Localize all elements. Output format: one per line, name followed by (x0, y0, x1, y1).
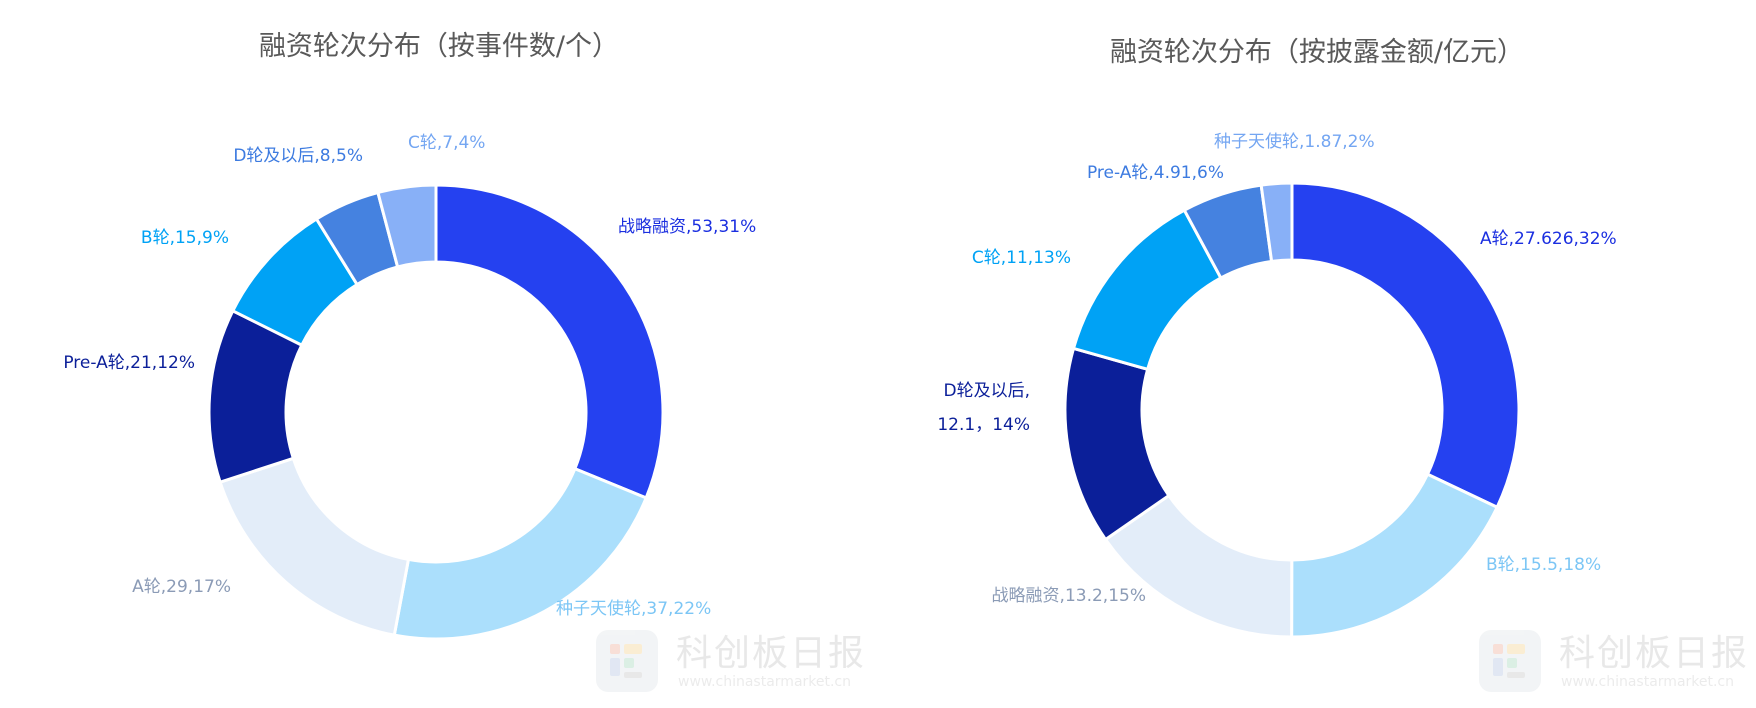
donut-slice (1259, 181, 1294, 264)
donut-slice (1290, 181, 1521, 510)
slice-label: C轮,7,4% (408, 133, 485, 153)
watermark-title: 科创板日报 (676, 633, 867, 674)
slice-label: A轮,27.626,32% (1480, 229, 1617, 249)
donut-slice (1290, 472, 1500, 639)
watermark-title: 科创板日报 (1559, 633, 1750, 674)
slice-label: Pre-A轮,4.91,6% (1087, 163, 1224, 183)
donut-slice (376, 183, 438, 269)
slice-label: B轮,15,9% (141, 228, 229, 248)
chart-title: 融资轮次分布（按事件数/个） (258, 31, 620, 62)
slice-label: D轮及以后,8,5% (233, 146, 363, 166)
slice-label: 种子天使轮,1.87,2% (1214, 131, 1375, 152)
donut-slice (218, 456, 411, 637)
slice-label: Pre-A轮,21,12% (63, 353, 195, 373)
slice-label: B轮,15.5,18% (1486, 555, 1601, 575)
donut-chart-amount: A轮,27.626,32% B轮,15.5,18% 战略融资,13.2,15% D轮及… (937, 131, 1617, 639)
watermark: 科创板日报 www.chinastarmarket.cn (1479, 624, 1756, 704)
chart-title: 融资轮次分布（按披露金额/亿元） (1109, 37, 1525, 68)
logo-icon (1479, 630, 1541, 692)
slice-label: 战略融资,53,31% (618, 217, 756, 237)
chart-amount: 融资轮次分布（按披露金额/亿元） A轮,27.626,32% B轮,15.5,18… (878, 0, 1756, 708)
logo-icon (596, 630, 658, 692)
slice-label: 种子天使轮,37,22% (556, 598, 711, 619)
slice-label: A轮,29,17% (132, 577, 231, 597)
watermark: 科创板日报 www.chinastarmarket.cn (596, 624, 876, 704)
slice-label: D轮及以后, (944, 381, 1031, 401)
slice-label: 12.1，14% (937, 415, 1030, 435)
slice-label: C轮,11,13% (972, 248, 1071, 268)
slice-label: 战略融资,13.2,15% (992, 586, 1146, 606)
donut-chart-events: 战略融资,53,31% 种子天使轮,37,22% A轮,29,17% Pre-A轮,2… (63, 133, 756, 641)
watermark-url: www.chinastarmarket.cn (1561, 674, 1735, 690)
watermark-url: www.chinastarmarket.cn (678, 674, 852, 690)
chart-events: 融资轮次分布（按事件数/个） 战略融资,53,31% 种子天使轮,37,22% A轮… (63, 31, 876, 704)
donut-slice (434, 183, 665, 500)
